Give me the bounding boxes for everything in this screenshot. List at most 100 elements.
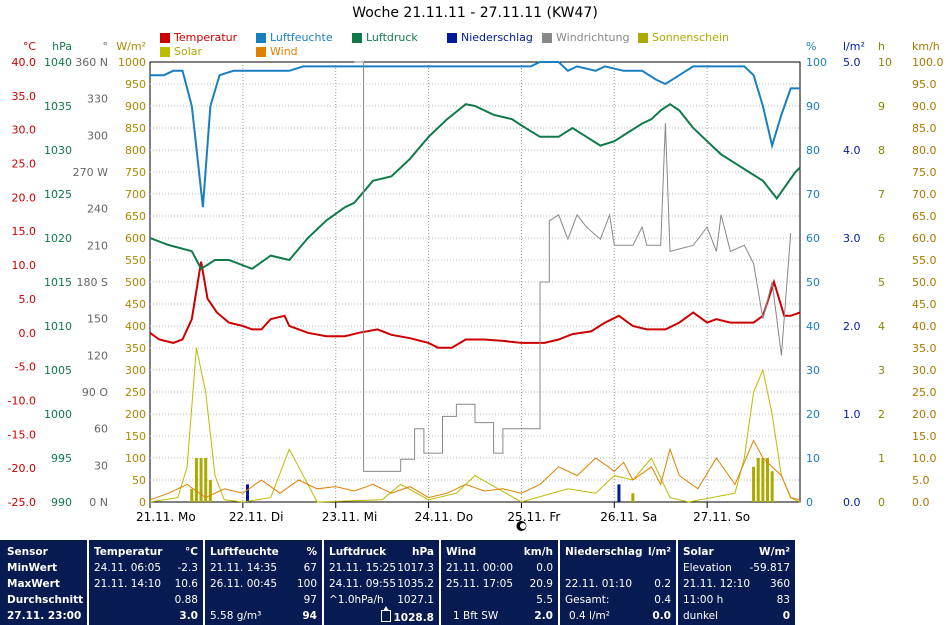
x-tick-label: 25.11. Fr xyxy=(507,510,560,524)
press-min-time: 21.11. 15:25 xyxy=(329,562,396,574)
axis-tick-temp: 30.0 xyxy=(12,124,37,137)
axis-tick-direction: 210 xyxy=(87,239,108,252)
legend-label: Luftfeuchte xyxy=(270,31,333,44)
axis-tick-direction: 0 N xyxy=(89,496,108,509)
axis-tick-solar: 550 xyxy=(125,254,146,267)
axis-tick-direction: 150 xyxy=(87,313,108,326)
axis-tick-wind: 90.0 xyxy=(912,100,937,113)
legend-swatch xyxy=(352,32,362,43)
panel-wind: Wind km/h 21.11. 00:00 0.0 25.11. 17:05 … xyxy=(441,540,558,625)
axis-tick-temp: 25.0 xyxy=(12,158,37,171)
legend-item-wind: Wind xyxy=(256,45,298,58)
legend-item-niederschlag: Niederschlag xyxy=(447,31,533,44)
axis-tick-humidity: 20 xyxy=(806,408,820,421)
x-tick-label: 23.11. Mi xyxy=(322,510,378,524)
wind-current: 2.0 xyxy=(534,610,553,622)
axis-tick-solar: 200 xyxy=(125,408,146,421)
panel-solar: Solar W/m² Elevation -59.817 21.11. 12:1… xyxy=(678,540,795,625)
wind-max: 20.9 xyxy=(529,578,553,590)
rain-today: 0.4 l/m² xyxy=(569,610,610,622)
axis-tick-sunshine: 7 xyxy=(878,188,885,201)
axis-tick-direction: 270 W xyxy=(73,166,108,179)
panel-temperatur: Temperatur °C 24.11. 06:05 -2.3 21.11. 1… xyxy=(89,540,203,625)
legend-label: Luftdruck xyxy=(366,31,418,44)
axis-tick-wind: 75.0 xyxy=(912,166,937,179)
axis-tick-humidity: 30 xyxy=(806,364,820,377)
axis-tick-solar: 900 xyxy=(125,100,146,113)
axis-tick-wind: 5.0 xyxy=(912,474,930,487)
rain-bar xyxy=(617,484,621,502)
axis-tick-pressure: 1015 xyxy=(44,276,72,289)
axis-tick-solar: 700 xyxy=(125,188,146,201)
panel-luftfeuchte: Luftfeuchte % 21.11. 14:35 67 26.11. 00:… xyxy=(205,540,322,625)
axis-tick-humidity: 40 xyxy=(806,320,820,333)
press-current: 1028.8 xyxy=(381,606,434,624)
legend-item-temperatur: Temperatur xyxy=(160,31,237,44)
axis-tick-sunshine: 8 xyxy=(878,144,885,157)
solar-unit: W/m² xyxy=(759,546,790,558)
axis-tick-sunshine: 4 xyxy=(878,320,885,333)
axis-tick-direction: 120 xyxy=(87,349,108,362)
axis-tick-pressure: 1035 xyxy=(44,100,72,113)
axis-tick-humidity: 50 xyxy=(806,276,820,289)
axis-tick-wind: 100.0 xyxy=(912,56,944,69)
axis-tick-wind: 40.0 xyxy=(912,320,937,333)
axis-tick-sunshine: 5 xyxy=(878,276,885,289)
table-timestamp: 27.11. 23:00 xyxy=(7,610,82,622)
press-header: Luftdruck xyxy=(329,546,387,558)
moon-phase-icon-inner xyxy=(519,523,526,529)
row-label-min: MinWert xyxy=(7,562,58,574)
axis-tick-wind: 15.0 xyxy=(912,430,937,443)
axis-tick-wind: 60.0 xyxy=(912,232,937,245)
wind-max-time: 25.11. 17:05 xyxy=(446,578,513,590)
axis-tick-humidity: 70 xyxy=(806,188,820,201)
panel-luftdruck: Luftdruck hPa 21.11. 15:25 1017.3 24.11.… xyxy=(324,540,439,625)
sunshine-bar xyxy=(770,471,774,502)
axis-tick-solar: 0 xyxy=(139,496,146,509)
axis-tick-solar: 1000 xyxy=(118,56,146,69)
axis-tick-wind: 80.0 xyxy=(912,144,937,157)
axis-unit-direction: ° xyxy=(103,40,109,53)
axis-tick-rain: 4.0 xyxy=(843,144,861,157)
axis-tick-direction: 180 S xyxy=(77,276,108,289)
solar-elevation: -59.817 xyxy=(749,562,790,574)
axis-tick-wind: 10.0 xyxy=(912,452,937,465)
summary-table: Sensor MinWert MaxWert Durchschnitt 27.1… xyxy=(0,540,950,625)
axis-tick-humidity: 100 xyxy=(806,56,827,69)
sunshine-bar xyxy=(756,458,760,502)
rain-current: 0.0 xyxy=(652,610,671,622)
axis-tick-humidity: 0 xyxy=(806,496,813,509)
hum-min-time: 21.11. 14:35 xyxy=(210,562,277,574)
axis-tick-sunshine: 2 xyxy=(878,408,885,421)
axis-tick-solar: 250 xyxy=(125,386,146,399)
temp-current: 3.0 xyxy=(179,610,198,622)
legend-label: Wind xyxy=(270,45,298,58)
axis-tick-sunshine: 6 xyxy=(878,232,885,245)
press-min: 1017.3 xyxy=(397,562,434,574)
axis-tick-pressure: 1040 xyxy=(44,56,72,69)
press-max: 1035.2 xyxy=(397,578,434,590)
axis-tick-wind: 20.0 xyxy=(912,408,937,421)
press-current-value: 1028.8 xyxy=(393,612,434,624)
hum-avg: 97 xyxy=(303,594,317,606)
legend-swatch xyxy=(256,32,266,43)
axis-tick-pressure: 995 xyxy=(51,452,72,465)
axis-tick-humidity: 80 xyxy=(806,144,820,157)
wind-header: Wind xyxy=(446,546,477,558)
axis-tick-pressure: 1020 xyxy=(44,232,72,245)
temp-max: 10.6 xyxy=(174,578,198,590)
temp-min: -2.3 xyxy=(177,562,199,574)
series-line-luftdruck xyxy=(149,102,801,271)
axis-tick-temp: 0.0 xyxy=(19,327,37,340)
axis-unit-pressure: hPa xyxy=(52,40,72,53)
axis-tick-wind: 50.0 xyxy=(912,276,937,289)
temp-min-time: 24.11. 06:05 xyxy=(94,562,161,574)
axis-tick-temp: 20.0 xyxy=(12,191,37,204)
wind-unit: km/h xyxy=(523,546,553,558)
sunshine-bar xyxy=(761,458,765,502)
axis-unit-wind: km/h xyxy=(912,40,940,53)
sunshine-bar xyxy=(208,480,212,502)
sunshine-bar xyxy=(194,458,198,502)
axis-tick-direction: 300 xyxy=(87,129,108,142)
series-line-solar xyxy=(149,347,801,503)
